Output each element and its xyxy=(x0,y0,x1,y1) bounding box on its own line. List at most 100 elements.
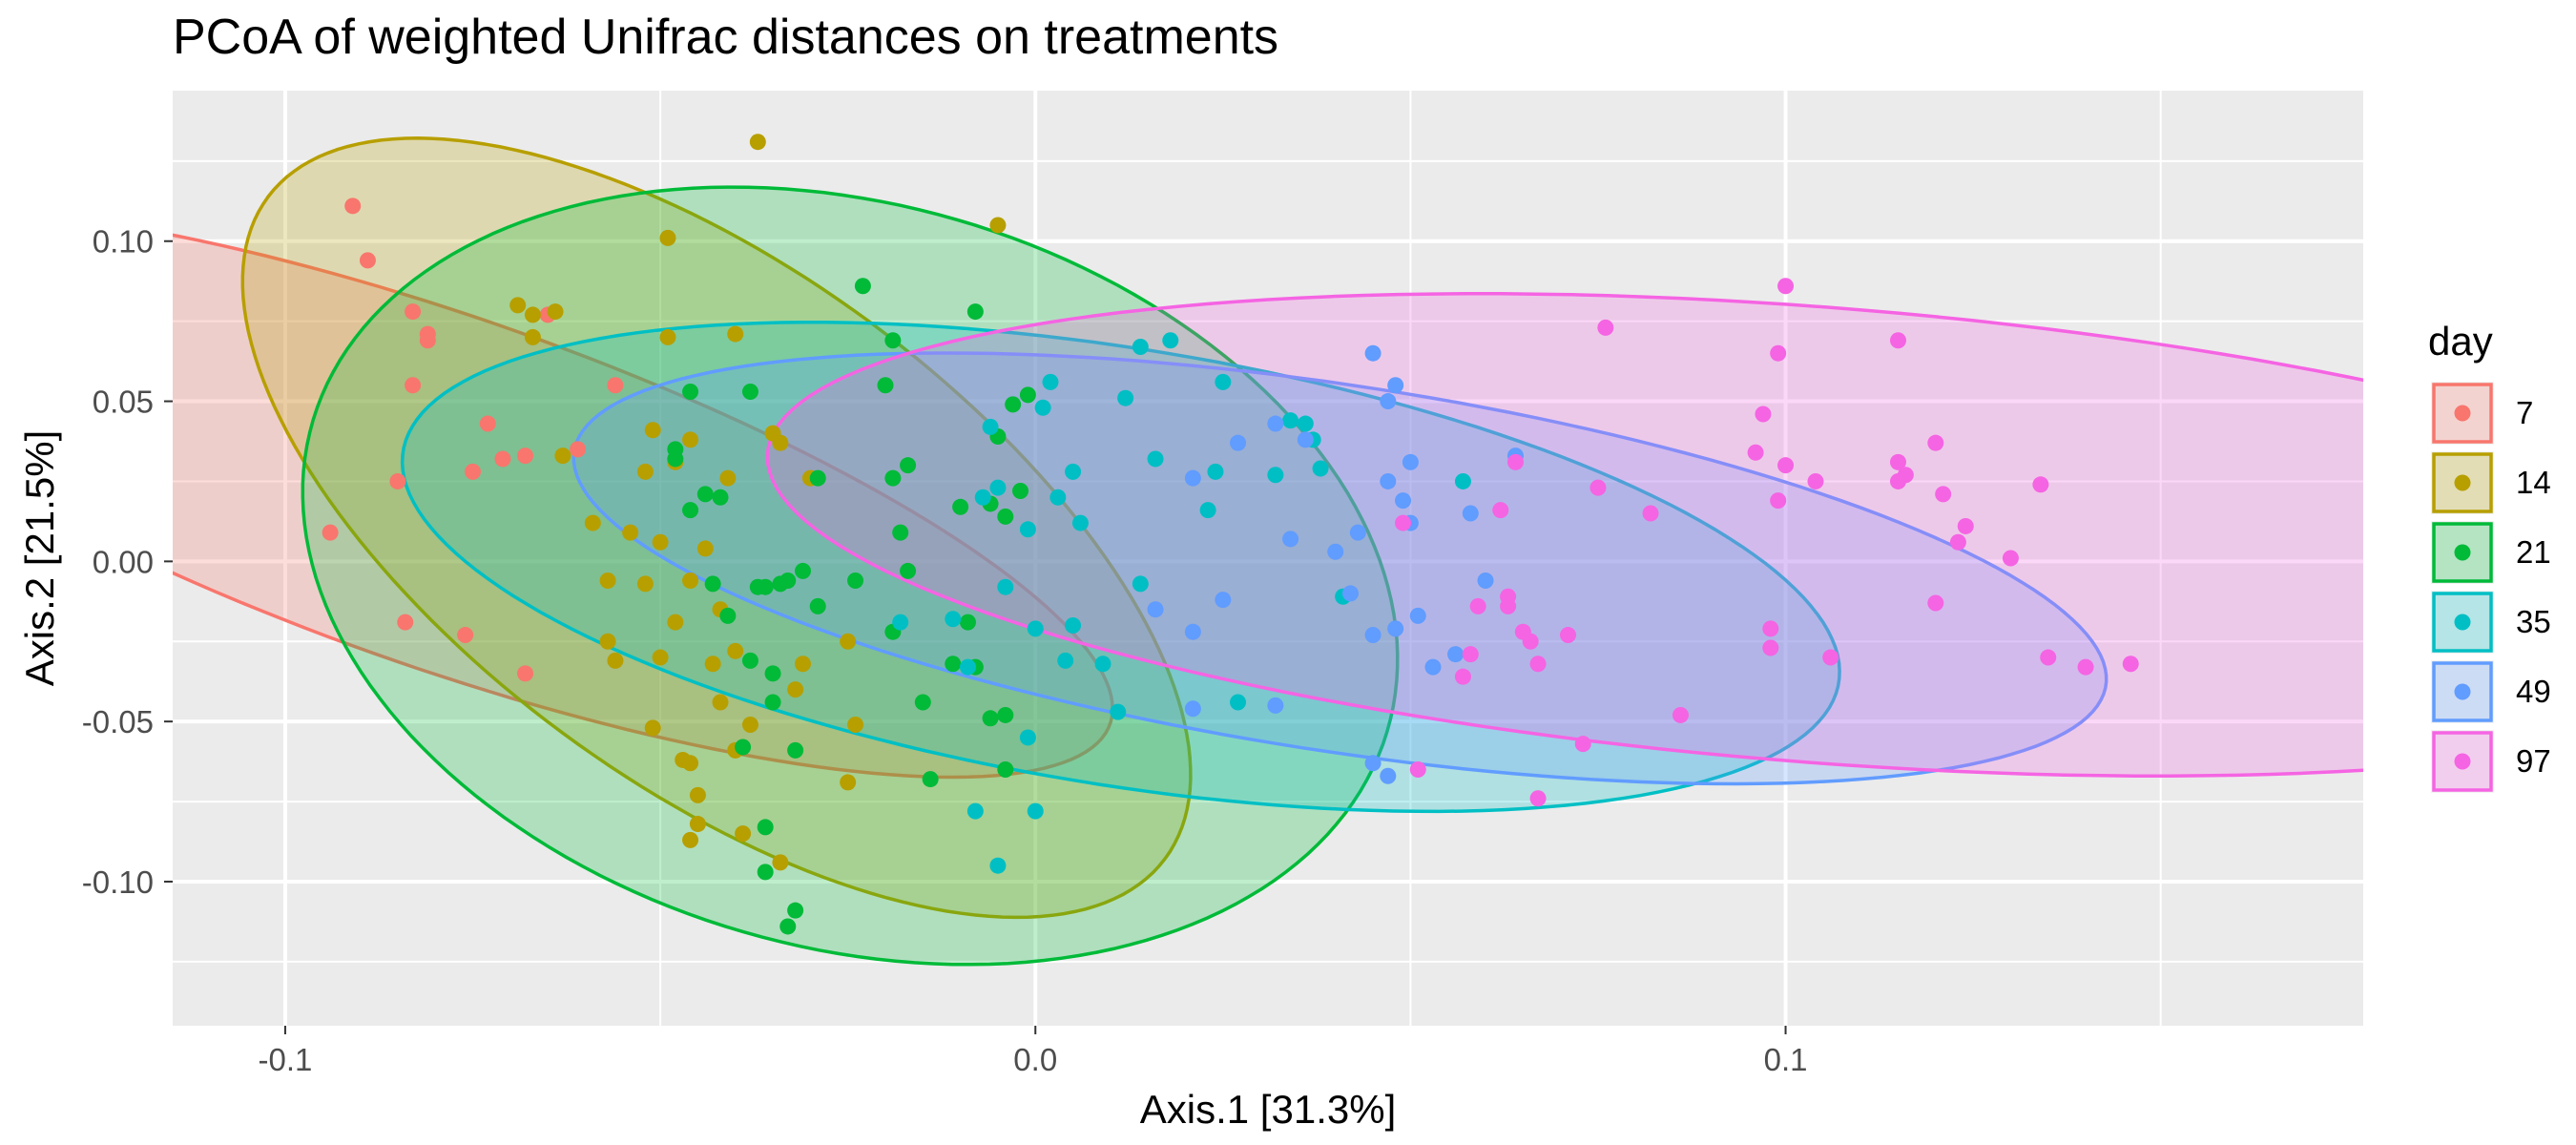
point-day-49 xyxy=(1327,543,1344,560)
point-day-35 xyxy=(1057,652,1074,669)
point-day-21 xyxy=(892,524,909,541)
point-day-21 xyxy=(682,502,699,519)
point-day-35 xyxy=(959,658,976,676)
point-day-35 xyxy=(1147,450,1164,468)
point-day-35 xyxy=(1065,463,1082,480)
point-day-21 xyxy=(757,819,774,836)
point-day-97 xyxy=(2002,550,2019,567)
point-day-21 xyxy=(696,486,714,503)
point-day-14 xyxy=(772,854,789,871)
point-day-14 xyxy=(644,422,661,439)
point-day-21 xyxy=(952,498,969,515)
y-axis-title: Axis.2 [21.5%] xyxy=(17,430,62,686)
x-axis-title: Axis.1 [31.3%] xyxy=(1140,1087,1396,1132)
point-day-97 xyxy=(1642,505,1659,522)
point-day-21 xyxy=(900,562,917,579)
point-day-97 xyxy=(1409,761,1426,779)
point-day-14 xyxy=(794,656,811,673)
point-day-21 xyxy=(682,383,699,400)
legend: day 7 14 21 35 49 97 xyxy=(2428,319,2551,793)
grid-minor xyxy=(173,91,2363,1026)
point-day-97 xyxy=(1672,706,1689,723)
point-day-97 xyxy=(1889,453,1906,470)
point-day-21 xyxy=(757,864,774,881)
point-day-14 xyxy=(689,816,706,833)
legend-label-day-21: 21 xyxy=(2516,534,2551,570)
point-day-97 xyxy=(1506,453,1524,470)
point-day-35 xyxy=(1267,467,1284,484)
point-day-35 xyxy=(892,614,909,631)
point-day-97 xyxy=(1949,533,1966,551)
point-day-97 xyxy=(1574,736,1591,753)
point-day-97 xyxy=(1957,517,1974,534)
point-day-21 xyxy=(945,656,962,673)
point-day-7 xyxy=(517,448,534,465)
point-day-35 xyxy=(1117,389,1134,406)
point-day-14 xyxy=(652,649,669,666)
point-day-35 xyxy=(1162,332,1179,349)
point-day-14 xyxy=(524,306,541,323)
point-day-35 xyxy=(966,802,984,820)
point-day-7 xyxy=(359,252,376,269)
point-day-97 xyxy=(1597,319,1614,336)
point-day-21 xyxy=(884,332,902,349)
point-day-97 xyxy=(1897,467,1914,484)
point-day-49 xyxy=(1387,377,1404,394)
point-day-21 xyxy=(779,918,797,935)
point-day-14 xyxy=(682,431,699,448)
point-day-14 xyxy=(682,755,699,772)
point-day-49 xyxy=(1364,627,1381,644)
point-day-49 xyxy=(1297,431,1314,448)
point-day-35 xyxy=(1132,338,1149,355)
point-day-97 xyxy=(1770,344,1787,362)
legend-point-day-14 xyxy=(2454,474,2471,491)
point-day-21 xyxy=(900,457,917,474)
grid-major xyxy=(173,91,2363,1026)
ellipse-day-35 xyxy=(400,321,1841,814)
point-day-21 xyxy=(704,575,721,593)
point-day-97 xyxy=(1927,594,1944,612)
point-day-35 xyxy=(1071,514,1089,531)
legend-point-day-97 xyxy=(2454,753,2471,770)
point-day-21 xyxy=(847,572,864,589)
x-tick-label: 0.1 xyxy=(1764,1042,1808,1077)
point-day-7 xyxy=(517,665,534,682)
point-day-14 xyxy=(599,572,616,589)
y-tick-label: -0.05 xyxy=(82,704,154,739)
point-day-21 xyxy=(997,761,1014,779)
point-day-14 xyxy=(667,614,684,631)
point-day-35 xyxy=(1454,472,1471,489)
point-day-21 xyxy=(764,665,781,682)
point-day-49 xyxy=(1341,585,1359,602)
point-day-49 xyxy=(1395,492,1412,510)
point-day-97 xyxy=(1462,646,1479,663)
point-day-14 xyxy=(727,325,744,343)
point-day-49 xyxy=(1380,767,1397,784)
point-day-35 xyxy=(1199,502,1216,519)
legend-point-day-7 xyxy=(2454,405,2471,422)
point-day-7 xyxy=(397,614,414,631)
point-day-49 xyxy=(1380,472,1397,489)
point-day-49 xyxy=(1184,469,1201,487)
point-day-35 xyxy=(989,857,1007,874)
point-day-97 xyxy=(1500,597,1517,614)
point-day-97 xyxy=(1770,492,1787,510)
ellipse-day-49 xyxy=(571,351,2109,786)
point-day-35 xyxy=(974,489,991,506)
point-day-49 xyxy=(1477,572,1494,589)
point-day-97 xyxy=(2040,649,2057,666)
point-day-21 xyxy=(959,614,976,631)
point-day-21 xyxy=(741,383,758,400)
point-day-97 xyxy=(1762,620,1779,637)
point-day-21 xyxy=(712,489,729,506)
point-day-14 xyxy=(787,681,804,698)
point-day-97 xyxy=(2032,476,2049,493)
legend-point-day-21 xyxy=(2454,544,2471,561)
point-day-7 xyxy=(570,441,587,458)
point-day-14 xyxy=(659,328,676,345)
point-day-21 xyxy=(922,771,939,788)
point-day-35 xyxy=(1034,399,1051,416)
point-day-21 xyxy=(884,469,902,487)
point-day-35 xyxy=(1215,373,1232,390)
